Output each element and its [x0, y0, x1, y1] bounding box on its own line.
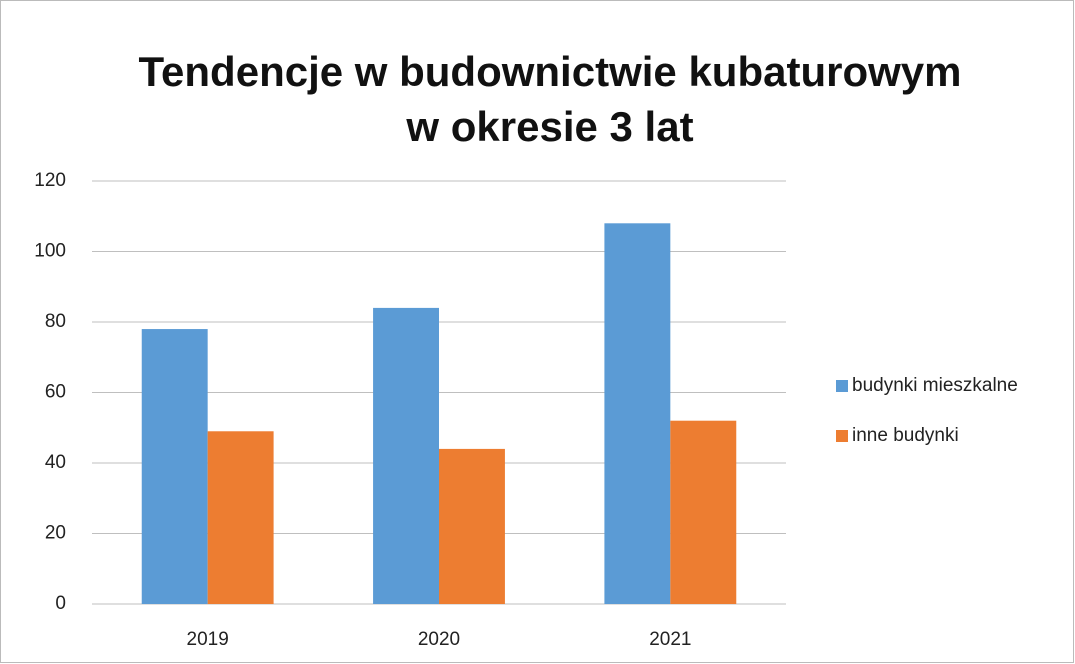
chart-title: Tendencje w budownictwie kubaturowym: [139, 48, 962, 95]
y-tick-label: 20: [45, 523, 66, 544]
y-tick-label: 60: [45, 382, 66, 403]
bar: [207, 431, 274, 604]
legend-label: inne budynki: [852, 425, 959, 446]
bar: [604, 223, 671, 605]
y-tick-label: 0: [55, 593, 66, 614]
legend-swatch: [836, 430, 848, 442]
legend-swatch: [836, 380, 848, 392]
y-tick-label: 100: [34, 241, 66, 262]
bar: [670, 420, 737, 604]
bar: [141, 329, 208, 604]
bar: [439, 448, 505, 604]
y-tick-label: 120: [34, 170, 66, 191]
legend-label: budynki mieszkalne: [852, 375, 1018, 396]
x-tick-label: 2019: [187, 629, 229, 650]
y-tick-label: 40: [45, 452, 66, 473]
x-tick-label: 2021: [649, 629, 691, 650]
chart-title: w okresie 3 lat: [405, 103, 693, 150]
bar: [373, 307, 439, 604]
x-tick-label: 2020: [418, 629, 460, 650]
y-tick-label: 80: [45, 311, 66, 332]
